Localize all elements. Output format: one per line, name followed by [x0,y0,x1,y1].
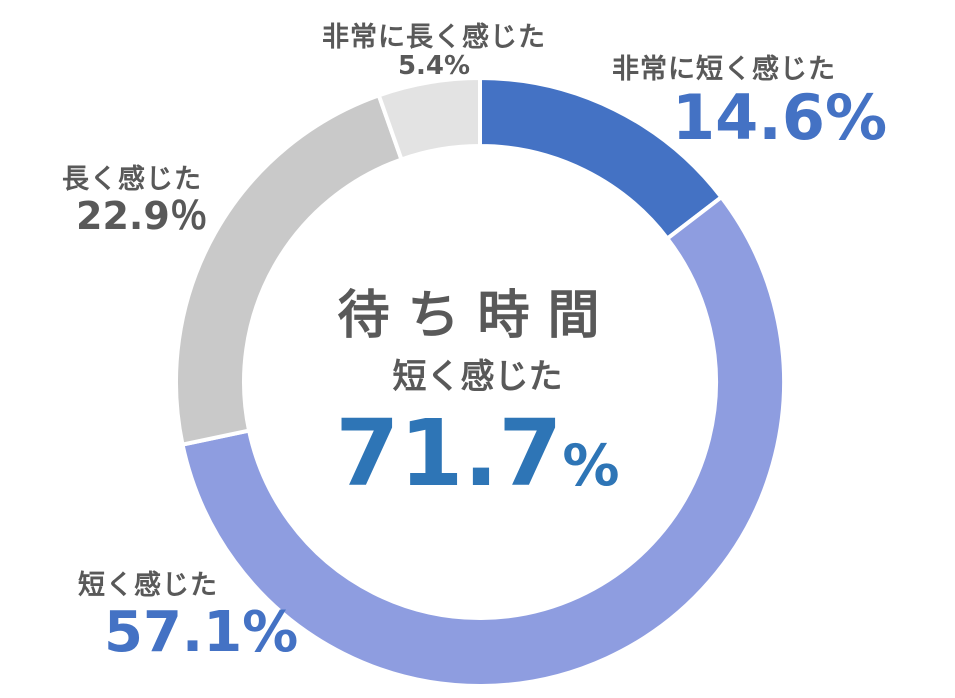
slice-label-very-short: 非常に短く感じた 14.6% [612,56,887,149]
slice-label-long: 長く感じた 22.9％ [62,166,208,235]
slice-category: 短く感じた [78,570,218,601]
slice-value: 14.6% [672,81,888,154]
slice-category: 非常に短く感じた [612,54,836,85]
slice-category: 長く感じた [62,164,202,195]
slice-very-long [376,75,482,163]
slice-value: 5.4% [397,51,471,81]
slice-category: 非常に長く感じた [322,22,546,53]
center-value-number: 71.7 [335,400,563,507]
slice-value: 22.9％ [76,194,208,238]
slice-label-short: 短く感じた 57.1% [78,572,298,661]
center-title: 待ち時間 [337,286,618,346]
slice-label-very-long: 非常に長く感じた 5.4% [322,24,546,79]
center-value-unit: % [562,433,620,499]
center-value: 71.7% [0,408,955,500]
slice-short [180,194,786,688]
center-subtitle: 短く感じた [392,357,563,397]
slice-value: 57.1% [104,600,299,665]
